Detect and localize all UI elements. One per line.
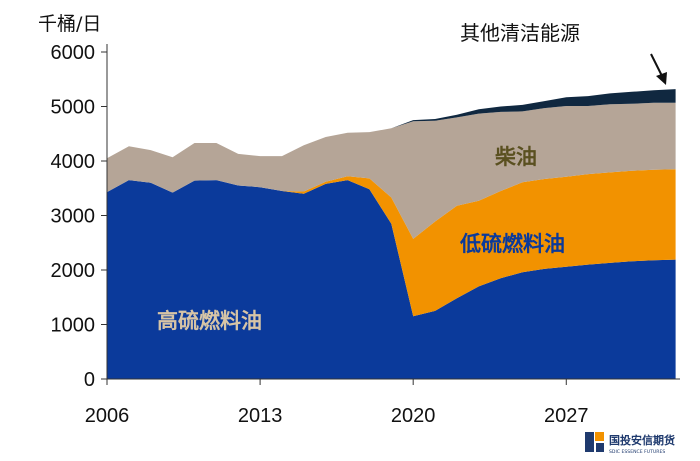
y-axis-unit-label: 千桶/日 — [38, 13, 101, 35]
x-tick-label: 2020 — [391, 405, 436, 427]
area-series-2 — [107, 102, 676, 239]
y-tick-label: 0 — [84, 369, 95, 391]
annotation-arrow — [650, 53, 667, 85]
x-tick-label: 2027 — [544, 405, 589, 427]
area-series-0 — [107, 180, 676, 379]
logo-mark-left — [585, 432, 594, 452]
area-series-3 — [107, 89, 676, 159]
logo-mark-bottom — [596, 443, 604, 452]
x-tick-label: 2006 — [85, 405, 130, 427]
y-tick-label: 4000 — [51, 151, 96, 173]
series-label-low-sulfur-fuel-oil: 低硫燃料油 — [459, 232, 565, 256]
y-tick-label: 2000 — [51, 260, 96, 282]
y-tick-label: 1000 — [51, 315, 96, 337]
x-tick-label: 2013 — [238, 405, 283, 427]
axes: 0 1000 2000 3000 4000 5000 6000 2006 2013 2020 202… — [51, 42, 680, 427]
company-logo: 国投安信期货 SDIC ESSENCE FUTURES — [585, 432, 675, 455]
logo-name-english: SDIC ESSENCE FUTURES — [609, 449, 665, 455]
y-tick-label: 6000 — [51, 42, 96, 64]
logo-mark-top — [595, 432, 604, 441]
area-layers — [107, 89, 676, 379]
y-tick-label: 5000 — [51, 97, 96, 119]
logo-name-chinese: 国投安信期货 — [609, 433, 675, 447]
series-label-high-sulfur-fuel-oil: 高硫燃料油 — [157, 309, 262, 333]
annotation-other-clean-energy: 其他清洁能源 — [460, 21, 580, 45]
y-tick-label: 3000 — [51, 206, 96, 228]
area-series-1 — [107, 169, 676, 317]
series-label-diesel: 柴油 — [494, 145, 537, 169]
